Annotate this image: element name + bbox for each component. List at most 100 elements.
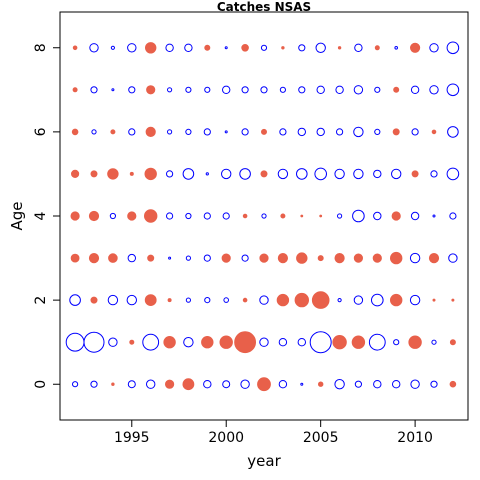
bubble-1997-age6	[167, 129, 173, 135]
bubble-2010-age2	[409, 294, 421, 306]
bubble-2006-age0	[334, 379, 345, 390]
bubble-1994-age3	[108, 253, 118, 263]
bubble-2005-age4	[319, 214, 323, 218]
bubble-1996-age2	[144, 294, 157, 307]
bubble-2007-age3	[353, 253, 363, 263]
bubble-1995-age1	[129, 339, 135, 345]
bubble-1994-age1	[108, 337, 118, 347]
bubble-1992-age7	[72, 87, 78, 93]
bubble-2001-age5	[239, 168, 251, 180]
bubble-2003-age1	[278, 338, 288, 347]
bubble-1999-age4	[203, 212, 211, 220]
bubble-2006-age4	[337, 213, 343, 219]
bubble-2002-age5	[260, 170, 268, 178]
bubble-2007-age1	[351, 335, 366, 349]
bubble-1993-age1	[83, 331, 105, 353]
x-tick-label-2005: 2005	[303, 430, 339, 446]
bubble-2000-age5	[221, 168, 232, 180]
bubble-2006-age3	[334, 253, 345, 264]
bubble-2004-age0	[300, 382, 304, 386]
bubble-1995-age7	[128, 86, 136, 94]
bubble-2004-age5	[296, 168, 308, 180]
bubble-1999-age0	[203, 380, 212, 389]
bubble-1995-age3	[127, 253, 137, 263]
bubble-2004-age3	[296, 252, 308, 264]
bubble-2010-age5	[411, 170, 419, 178]
bubble-2000-age0	[222, 380, 231, 389]
bubble-1998-age2	[185, 297, 191, 303]
bubble-1998-age6	[185, 128, 192, 135]
bubble-1995-age0	[127, 380, 136, 389]
bubble-2009-age7	[393, 86, 400, 93]
bubble-1992-age6	[71, 128, 79, 136]
y-axis: 0 2 4 6 8	[33, 43, 60, 389]
x-tick-label-1995: 1995	[114, 430, 150, 446]
bubble-1997-age7	[167, 87, 173, 93]
bubble-2007-age4	[352, 209, 365, 223]
bubble-1999-age6	[203, 128, 211, 136]
bubble-1997-age8	[165, 43, 174, 52]
bubble-2005-age7	[316, 85, 325, 95]
bubble-2005-age1	[309, 331, 332, 354]
bubble-2011-age2	[432, 298, 436, 302]
bubble-1993-age2	[90, 296, 98, 304]
bubble-1995-age8	[127, 43, 137, 53]
bubble-1996-age4	[143, 209, 158, 223]
bubble-2002-age3	[259, 253, 269, 263]
bubble-2003-age2	[276, 293, 290, 307]
bubble-1995-age5	[129, 171, 134, 176]
y-tick-label-4: 4	[33, 211, 49, 220]
bubble-2012-age3	[448, 253, 458, 263]
bubble-2009-age1	[393, 339, 400, 346]
bubble-1998-age3	[185, 255, 191, 261]
bubble-2000-age3	[221, 253, 231, 263]
bubble-2002-age4	[261, 213, 267, 219]
bubble-1999-age3	[203, 254, 211, 262]
bubble-1997-age5	[166, 170, 174, 178]
bubble-2012-age8	[446, 41, 460, 55]
bubble-2008-age3	[372, 253, 382, 263]
bubble-1996-age1	[142, 333, 160, 351]
bubble-1992-age2	[69, 294, 81, 306]
x-axis-label: year	[247, 452, 281, 470]
bubble-2012-age0	[449, 380, 457, 388]
bubble-2004-age4	[300, 214, 304, 218]
y-tick-label-0: 0	[33, 380, 49, 389]
bubble-2003-age5	[277, 168, 289, 180]
bubble-1997-age4	[166, 212, 174, 220]
bubble-2007-age5	[353, 168, 364, 180]
x-tick-label-2000: 2000	[208, 430, 244, 446]
bubble-1998-age8	[184, 43, 193, 52]
bubble-1998-age4	[185, 212, 192, 220]
bubble-2012-age7	[446, 83, 460, 97]
bubble-1999-age8	[204, 44, 211, 51]
bubble-2001-age0	[240, 379, 250, 389]
bubble-1992-age8	[72, 45, 78, 51]
bubble-1994-age8	[110, 45, 116, 50]
bubble-1998-age5	[182, 168, 195, 180]
bubble-2006-age6	[336, 128, 344, 136]
bubble-2001-age1	[234, 331, 257, 354]
bubble-1993-age5	[90, 170, 98, 178]
bubble-2010-age8	[409, 42, 421, 53]
bubble-2009-age5	[391, 168, 402, 180]
bubble-1998-age7	[185, 86, 192, 93]
bubble-1998-age0	[182, 378, 195, 391]
bubble-1994-age7	[111, 88, 115, 92]
bubble-2008-age6	[374, 128, 381, 135]
bubble-2000-age2	[223, 297, 229, 303]
bubble-2011-age3	[428, 253, 440, 264]
y-tick-label-6: 6	[33, 127, 49, 136]
bubble-2011-age0	[430, 380, 438, 388]
bubble-2005-age6	[316, 127, 325, 137]
bubble-2011-age1	[431, 339, 437, 345]
bubble-2001-age3	[241, 254, 249, 262]
bubble-1994-age0	[111, 382, 115, 386]
bubble-2000-age7	[222, 85, 231, 95]
bubble-2003-age8	[281, 46, 285, 50]
bubble-1993-age4	[88, 210, 100, 222]
bubble-1992-age4	[70, 211, 80, 221]
x-axis: 1995 2000 2005 2010	[114, 420, 433, 446]
bubble-1995-age6	[128, 128, 136, 136]
bubble-2008-age8	[374, 45, 380, 51]
